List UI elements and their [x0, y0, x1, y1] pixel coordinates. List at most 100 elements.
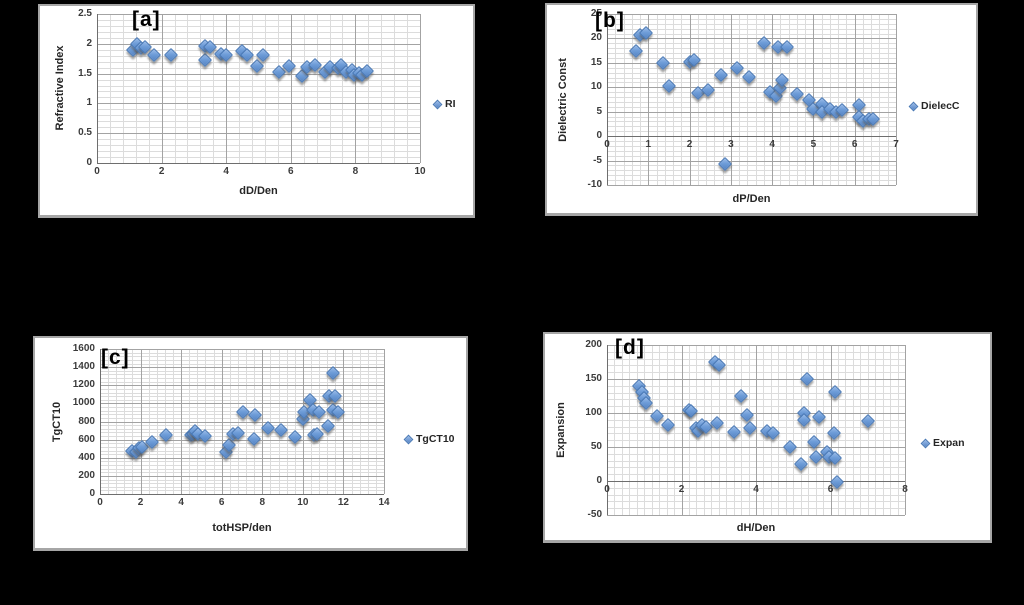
gridline-minor-v: [800, 345, 802, 515]
gridline-minor-h: [100, 381, 384, 383]
x-tick-label: 12: [337, 497, 349, 508]
gridline-minor-h: [607, 150, 896, 152]
x-tick-label: 14: [378, 497, 390, 508]
y-axis-title-a: Refractive Index: [54, 45, 66, 131]
gridline-minor-v: [629, 345, 631, 515]
y-tick-label: -10: [587, 179, 602, 190]
gridline-minor-h: [100, 370, 384, 372]
gridline-minor-h: [100, 392, 384, 394]
gridline-minor-h: [607, 33, 896, 35]
gridline-minor-h: [607, 57, 896, 59]
gridline-minor-h: [97, 49, 420, 51]
gridline-minor-h: [97, 85, 420, 87]
y-tick-label: 0: [86, 157, 92, 168]
gridline-minor-v: [875, 345, 877, 515]
gridline-minor-v: [651, 345, 653, 515]
panel-label-b: [b]: [595, 9, 625, 32]
panel-label-d: [d]: [615, 336, 645, 359]
y-tick-label: 200: [585, 339, 602, 350]
gridline-major-h: [607, 111, 896, 113]
y-tick-label: 200: [78, 469, 95, 481]
gridline-minor-v: [711, 345, 713, 515]
gridline-minor-h: [607, 23, 896, 25]
gridline-minor-v: [368, 14, 370, 163]
gridline-minor-v: [763, 14, 765, 185]
chart-panel-b: [b] Dielectric Const 0 1 2 3 4 5 6 7 -10 -5 0 5 10 15…: [545, 3, 978, 216]
gridline-major-h: [100, 385, 384, 387]
gridline-minor-v: [303, 14, 305, 163]
legend-label: DielecC: [921, 100, 960, 112]
y-tick-label: 1600: [72, 343, 95, 354]
gridline-minor-v: [174, 14, 176, 163]
x-axis-title-b: dP/Den: [732, 193, 771, 205]
y-tick-label: 1.5: [78, 67, 92, 79]
x-tick-label: 10: [414, 166, 426, 177]
gridline-major-h: [100, 349, 384, 350]
x-tick-label: 2: [158, 166, 165, 177]
x-tick-label: 8: [259, 497, 266, 508]
gridline-major-v: [384, 349, 385, 494]
gridline-minor-h: [100, 483, 384, 485]
data-point: [779, 39, 794, 54]
gridline-minor-v: [659, 345, 661, 515]
gridline-major-h: [97, 73, 420, 75]
gridline-major-h: [607, 185, 896, 186]
gridline-major-h: [607, 413, 905, 414]
gridline-minor-v: [394, 14, 396, 163]
gridline-minor-v: [788, 14, 790, 185]
y-axis-title-b: Dielectric Const: [557, 58, 569, 142]
y-tick-label: 400: [78, 451, 95, 463]
gridline-major-h: [100, 457, 384, 459]
gridline-minor-h: [100, 356, 384, 358]
y-tick-label: 2.5: [78, 8, 92, 19]
gridline-minor-h: [100, 399, 384, 401]
gridline-minor-h: [607, 43, 896, 45]
gridline-minor-v: [342, 14, 344, 163]
gridline-minor-v: [846, 14, 848, 185]
gridline-minor-h: [607, 131, 896, 133]
gridline-major-h: [607, 14, 896, 15]
gridline-minor-v: [793, 345, 795, 515]
x-axis-title-a: dD/Den: [239, 185, 278, 197]
gridline-minor-v: [277, 14, 279, 163]
legend-c: TgCT10: [403, 433, 455, 445]
data-point: [793, 456, 808, 472]
x-tick-label: 4: [753, 484, 759, 495]
legend-a: RI: [432, 98, 456, 110]
legend-d: Expan: [920, 437, 965, 449]
chart-panel-d: [d] Expansion 0 2 4 6 8 -50 0 50 100 150 200 dH/De…: [543, 332, 992, 543]
gridline-minor-h: [100, 359, 384, 361]
y-axis-line: [97, 14, 98, 163]
gridline-minor-v: [718, 345, 720, 515]
x-tick-label: 2: [137, 497, 144, 508]
gridline-major-h: [607, 345, 905, 346]
gridline-minor-h: [100, 486, 384, 488]
y-tick-label: 100: [585, 407, 602, 418]
plot-area: 0 2 4 6 8 -50 0 50 100 150 200: [585, 339, 907, 520]
panel-label-a: [a]: [132, 8, 161, 31]
gridline-major-h: [97, 14, 420, 15]
x-tick-label: 4: [178, 497, 184, 508]
plot-area: 0 1 2 3 4 5 6 7 -10 -5 0 5 10 15 20 25: [588, 8, 899, 190]
gridline-minor-h: [100, 436, 384, 437]
gridline-minor-v: [623, 14, 625, 185]
x-tick-label: 3: [728, 139, 734, 151]
gridline-minor-v: [636, 345, 638, 515]
x-axis-title-d: dH/Den: [736, 522, 776, 534]
gridline-minor-h: [607, 92, 896, 94]
gridline-minor-v: [845, 345, 847, 515]
legend-marker-icon: [403, 434, 414, 444]
x-tick-label: 6: [288, 166, 294, 177]
gridline-major-h: [607, 447, 905, 448]
gridline-minor-v: [741, 345, 743, 515]
gridline-major-v: [730, 14, 732, 185]
y-tick-label: 25: [590, 8, 602, 19]
x-tick-label: 2: [678, 484, 685, 495]
y-axis-line: [607, 14, 608, 185]
gridline-minor-h: [607, 121, 896, 123]
gridline-minor-v: [681, 14, 683, 185]
gridline-minor-v: [674, 345, 676, 515]
gridline-minor-h: [97, 91, 420, 93]
gridline-minor-v: [614, 345, 616, 515]
